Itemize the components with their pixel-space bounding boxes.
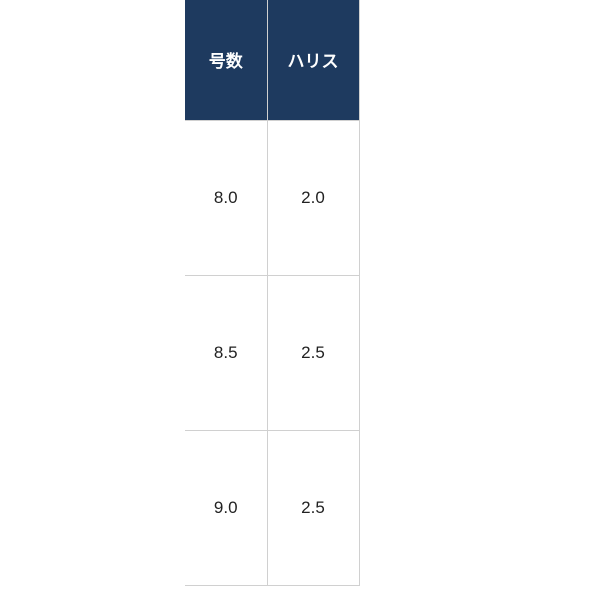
table-head: 号数 ハリス xyxy=(185,0,359,120)
table-body: 8.0 2.0 8.5 2.5 9.0 2.5 xyxy=(185,120,359,585)
column-header-number: 号数 xyxy=(185,0,267,120)
cell-number: 8.0 xyxy=(185,120,267,275)
table-row: 8.0 2.0 xyxy=(185,120,359,275)
sizing-table: 号数 ハリス 8.0 2.0 8.5 2.5 9.0 2.5 xyxy=(185,0,360,586)
table-row: 9.0 2.5 xyxy=(185,430,359,585)
cell-number: 8.5 xyxy=(185,275,267,430)
cell-number: 9.0 xyxy=(185,430,267,585)
header-row: 号数 ハリス xyxy=(185,0,359,120)
cell-haris: 2.0 xyxy=(267,120,359,275)
sizing-table-container: 号数 ハリス 8.0 2.0 8.5 2.5 9.0 2.5 xyxy=(185,0,600,586)
cell-haris: 2.5 xyxy=(267,275,359,430)
column-header-haris: ハリス xyxy=(267,0,359,120)
cell-haris: 2.5 xyxy=(267,430,359,585)
table-row: 8.5 2.5 xyxy=(185,275,359,430)
